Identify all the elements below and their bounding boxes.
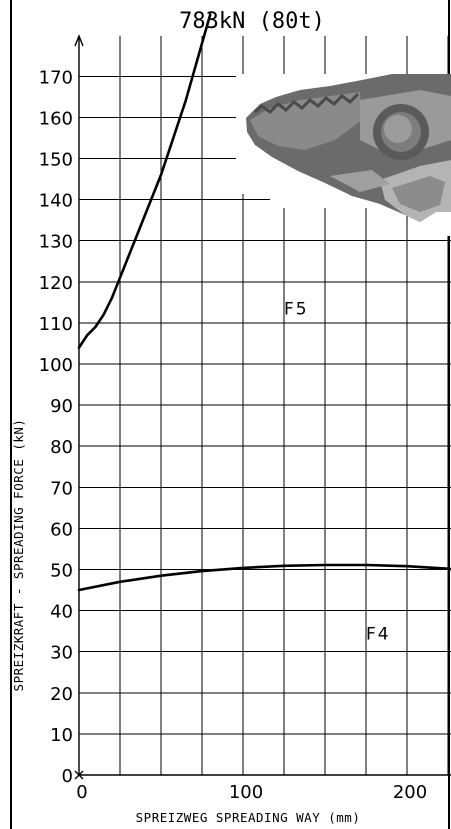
chart-frame [10,0,450,829]
origin-mark [74,770,84,780]
spreader-tip-photo-icon [236,74,451,236]
y-tick-label-130: 130 [39,232,73,253]
x-tick-label-200: 200 [393,782,427,803]
y-axis-arrow [74,34,84,47]
x-tick-label-100: 100 [229,782,263,803]
series-label-f4: F4 [366,624,391,644]
x-axis-label: SPREIZWEG SPREADING WAY (mm) [136,810,361,825]
y-tick-label-30: 30 [50,643,73,664]
y-tick-label-120: 120 [39,273,73,294]
y-tick-label-60: 60 [50,519,73,540]
chart-title: 783kN (80t) [179,9,325,34]
y-tick-label-80: 80 [50,437,73,458]
y-tick-label-100: 100 [39,355,73,376]
y-tick-label-70: 70 [50,478,73,499]
y-tick-label-140: 140 [39,191,73,212]
y-tick-label-20: 20 [50,684,73,705]
series-line-f5 [77,13,212,349]
axis-layer [74,34,451,780]
series-label-layer: F5 F4 [284,300,391,645]
x-tick-labels: 0100200300400 [76,782,427,803]
y-tick-label-160: 160 [39,108,73,129]
y-tick-label-50: 50 [50,561,73,582]
series-layer [77,13,451,592]
x-tick-label-0: 0 [76,782,87,803]
y-tick-labels: 0 10 20 30 40 50 60 70 80 90 100 110 120 130 140 150 160… [39,67,73,787]
series-label-f5: F5 [284,300,309,320]
y-tick-label-90: 90 [50,396,73,417]
y-tick-label-10: 10 [50,725,73,746]
series-line-f4 [77,563,451,592]
y-tick-label-110: 110 [39,314,73,335]
y-axis-label: SPREIZKRAFT - SPREADING FORCE (kN) [11,419,26,692]
y-tick-label-150: 150 [39,150,73,171]
y-tick-label-170: 170 [39,67,73,88]
y-tick-label-0: 0 [62,766,73,787]
y-tick-label-40: 40 [50,602,73,623]
